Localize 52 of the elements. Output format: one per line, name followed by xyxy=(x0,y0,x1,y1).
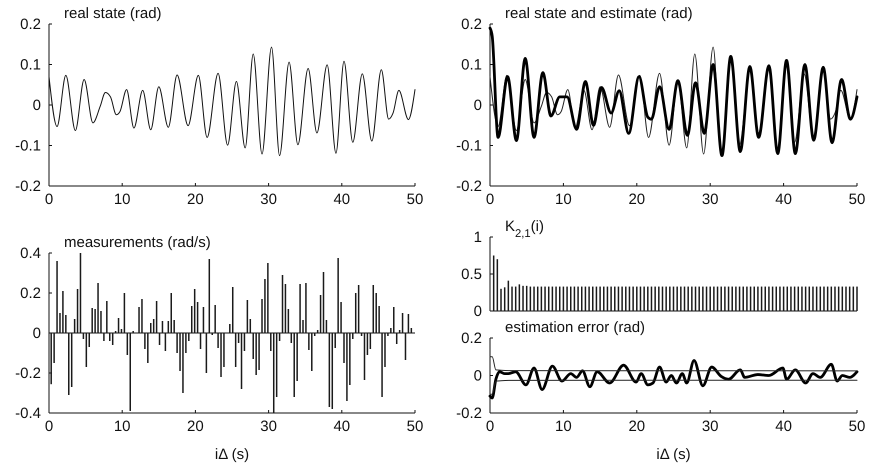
x-tick-label: 40 xyxy=(775,418,792,435)
x-axis-title: iΔ (s) xyxy=(656,446,691,463)
y-tick-label: 1 xyxy=(474,229,482,246)
y-tick-label: -0.2 xyxy=(456,405,482,422)
x-tick-label: 10 xyxy=(114,191,131,208)
y-tick-label: 0.2 xyxy=(20,285,41,302)
x-tick-label: 40 xyxy=(333,418,350,435)
y-tick-label: 0.2 xyxy=(20,16,41,33)
y-tick-label: 0 xyxy=(32,325,41,342)
x-tick-label: 20 xyxy=(628,418,646,435)
x-tick-label: 40 xyxy=(333,191,350,208)
y-tick-label: -0.1 xyxy=(456,138,482,154)
x-tick-label: 30 xyxy=(702,418,719,435)
x-tick-label: 0 xyxy=(44,191,54,208)
y-tick-label: 0.1 xyxy=(461,56,482,74)
chart-title: estimation error (rad) xyxy=(505,319,646,336)
x-tick-label: 20 xyxy=(187,191,204,208)
x-tick-label: 50 xyxy=(406,191,424,208)
x-tick-label: 0 xyxy=(486,191,494,208)
y-tick-label: -0.2 xyxy=(456,178,482,195)
x-tick-label: 30 xyxy=(702,191,719,208)
y-tick-label: -0.2 xyxy=(15,365,41,382)
x-tick-label: 30 xyxy=(260,191,277,208)
y-tick-label: 0.2 xyxy=(461,16,482,33)
y-tick-label: -0.4 xyxy=(15,405,41,422)
x-tick-label: 10 xyxy=(555,418,572,435)
x-tick-label: 50 xyxy=(848,418,866,435)
chart-title: real state (rad) xyxy=(64,5,162,22)
chart-title: K$_{2,1}$(i) xyxy=(505,218,544,240)
chart-title: measurements (rad/s) xyxy=(64,234,211,251)
x-tick-label: 0 xyxy=(486,418,494,435)
y-tick-label: 0.4 xyxy=(20,245,41,262)
y-tick-label: 0.2 xyxy=(461,330,482,347)
x-tick-label: 50 xyxy=(848,191,866,208)
chart-title: real state and estimate (rad) xyxy=(505,5,693,22)
x-axis-title: iΔ (s) xyxy=(214,446,250,463)
x-tick-label: 20 xyxy=(628,191,646,208)
x-tick-label: 10 xyxy=(114,418,131,435)
x-tick-label: 40 xyxy=(775,191,792,208)
y-tick-label: 0.5 xyxy=(461,266,482,283)
y-tick-label: -0.2 xyxy=(15,178,41,195)
y-tick-label: 0.1 xyxy=(20,56,41,74)
x-tick-label: 0 xyxy=(44,418,54,435)
y-tick-label: -0.1 xyxy=(15,138,41,154)
x-tick-label: 20 xyxy=(187,418,204,435)
y-tick-label: 0 xyxy=(474,97,482,114)
x-tick-label: 50 xyxy=(406,418,424,435)
y-tick-label: 0 xyxy=(474,303,482,320)
y-tick-label: 0 xyxy=(474,368,482,384)
y-tick-label: 0 xyxy=(32,97,41,114)
x-tick-label: 30 xyxy=(260,418,277,435)
x-tick-label: 10 xyxy=(555,191,572,208)
